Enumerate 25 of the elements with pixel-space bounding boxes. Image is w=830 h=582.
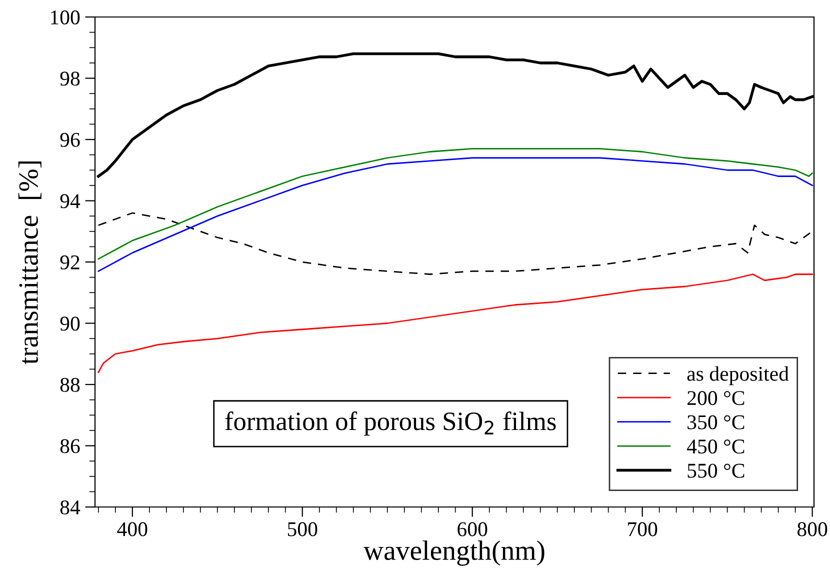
y-tick-label: 84 — [60, 500, 80, 514]
annotation: formation of porous SiO$_{2}$ films — [225, 411, 556, 436]
y-tick-label: 94 — [60, 194, 80, 208]
legend-label: 200 °C — [688, 391, 744, 406]
x-tick-label: 500 — [288, 522, 318, 536]
y-tick-label: 92 — [60, 255, 80, 270]
y-tick-label: 88 — [60, 378, 80, 392]
legend-label: as deposited — [687, 366, 789, 386]
y-tick-label: 100 — [51, 10, 80, 24]
y-tick-label: 98 — [60, 72, 80, 86]
x-tick-label: 800 — [797, 522, 828, 536]
y-tick-label: 96 — [60, 132, 80, 147]
x-tick-label: 600 — [458, 522, 488, 536]
y-tick-label: 90 — [60, 316, 80, 331]
x-axis-title: wavelength(nm) — [364, 540, 544, 566]
y-axis-title: transmittance [%] — [18, 161, 42, 364]
line-series — [98, 148, 813, 260]
legend-label: 550 °C — [688, 464, 744, 478]
line-series — [98, 212, 813, 275]
legend-label: 350 °C — [688, 415, 744, 430]
line-series — [98, 157, 813, 272]
x-tick-label: 400 — [117, 522, 148, 536]
y-tick-label: 86 — [60, 439, 80, 454]
legend-label: 450 °C — [686, 439, 744, 454]
x-tick-label: 700 — [628, 522, 658, 536]
